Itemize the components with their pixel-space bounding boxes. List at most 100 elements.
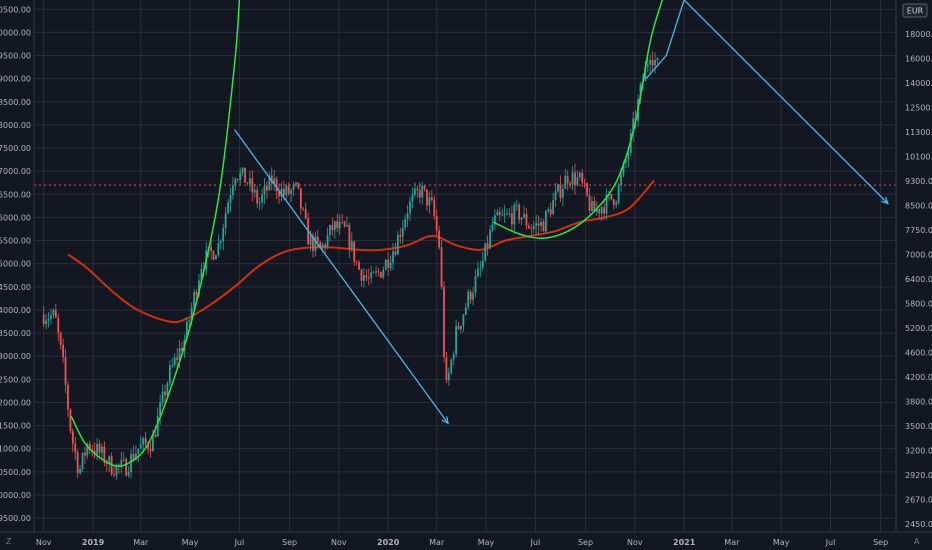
- candle: [588, 187, 591, 214]
- projection-arrow-2019-arrowhead: [441, 416, 449, 425]
- candle: [566, 170, 569, 191]
- candle: [316, 230, 319, 249]
- left-tick-label: 19000.00: [0, 75, 31, 84]
- candle: [401, 219, 404, 245]
- candle: [137, 448, 140, 463]
- candle: [341, 213, 343, 224]
- x-tick-label: Mar: [429, 538, 445, 547]
- left-tick-label: 20000.00: [0, 28, 31, 37]
- right-tick-label: 16000.00: [905, 55, 932, 64]
- bottom-axis-panel: [0, 532, 932, 550]
- candle: [372, 270, 375, 274]
- candle: [42, 306, 45, 327]
- candle: [409, 196, 411, 221]
- candle: [428, 191, 431, 214]
- candle: [287, 182, 290, 196]
- candle: [314, 231, 317, 257]
- candle: [612, 198, 615, 210]
- candle: [149, 441, 152, 458]
- projection-arrow-2019[interactable]: [233, 129, 449, 424]
- candle: [598, 208, 601, 220]
- candle: [365, 268, 368, 281]
- candle: [396, 231, 399, 255]
- candle: [469, 289, 472, 304]
- candle: [268, 172, 271, 192]
- left-tick-label: 18500.00: [0, 98, 31, 107]
- candle: [265, 181, 268, 200]
- left-tick-label: 17500.00: [0, 144, 31, 153]
- candle: [651, 51, 654, 72]
- candle: [159, 394, 162, 425]
- candle: [435, 209, 438, 236]
- candle: [578, 171, 581, 181]
- x-tick-label: Sep: [873, 538, 888, 547]
- right-tick-label: 12500.00: [905, 104, 932, 113]
- candle: [559, 175, 562, 203]
- candle: [210, 240, 212, 260]
- candle: [71, 428, 74, 453]
- parabola-curve-2020[interactable]: [492, 0, 664, 239]
- candle: [423, 185, 426, 192]
- candle: [81, 452, 84, 473]
- candle: [491, 217, 494, 232]
- left-tick-label: 12500.00: [0, 375, 31, 384]
- x-tick-label: Nov: [331, 538, 347, 547]
- corner-label-right[interactable]: A: [914, 537, 920, 546]
- candle: [387, 252, 390, 276]
- candle: [47, 311, 50, 328]
- candle: [45, 313, 48, 330]
- candle: [168, 360, 171, 387]
- candle: [338, 214, 341, 235]
- right-tick-label: 8500.00: [905, 202, 932, 211]
- parabola-curve-2019[interactable]: [70, 0, 241, 468]
- candle: [326, 227, 329, 250]
- left-tick-label: 19500.00: [0, 52, 31, 61]
- left-tick-label: 11000.00: [0, 445, 31, 454]
- candle: [329, 224, 331, 242]
- candle: [98, 439, 101, 459]
- candle: [74, 436, 77, 461]
- candle: [370, 265, 373, 284]
- x-tick-label: Mar: [724, 538, 740, 547]
- x-tick-label: Nov: [627, 538, 643, 547]
- candle: [537, 215, 540, 235]
- candle: [440, 240, 443, 290]
- candle: [103, 441, 106, 467]
- candle: [297, 182, 300, 190]
- candle: [261, 188, 263, 209]
- candle: [350, 232, 353, 252]
- candle: [299, 188, 302, 216]
- candle: [113, 465, 115, 478]
- candle: [591, 196, 593, 213]
- candle: [227, 198, 229, 214]
- candle: [67, 381, 69, 418]
- candle: [278, 183, 280, 204]
- candle: [399, 228, 402, 244]
- projection-arrow-2021[interactable]: [645, 0, 889, 204]
- x-tick-label: May: [182, 538, 199, 547]
- moving-average-line: [67, 179, 655, 324]
- x-tick-label: May: [773, 538, 790, 547]
- candle: [380, 271, 382, 279]
- candle: [105, 459, 108, 472]
- candle: [632, 111, 635, 142]
- x-tick-label: Mar: [133, 538, 149, 547]
- candle: [472, 287, 474, 306]
- right-tick-label: 5800.00: [905, 300, 932, 309]
- right-tick-label: 2450.00: [905, 520, 932, 529]
- candle: [561, 183, 564, 206]
- drawings-layer: [34, 0, 896, 468]
- candle: [552, 192, 555, 215]
- currency-badge[interactable]: EUR: [902, 3, 928, 18]
- candle: [280, 182, 283, 202]
- candle: [477, 262, 479, 278]
- candle: [336, 213, 339, 233]
- candle: [54, 303, 57, 319]
- candle: [603, 198, 605, 221]
- candle: [249, 171, 251, 191]
- corner-label-left[interactable]: Z: [6, 537, 12, 546]
- left-tick-label: 16500.00: [0, 190, 31, 199]
- candle: [447, 367, 450, 386]
